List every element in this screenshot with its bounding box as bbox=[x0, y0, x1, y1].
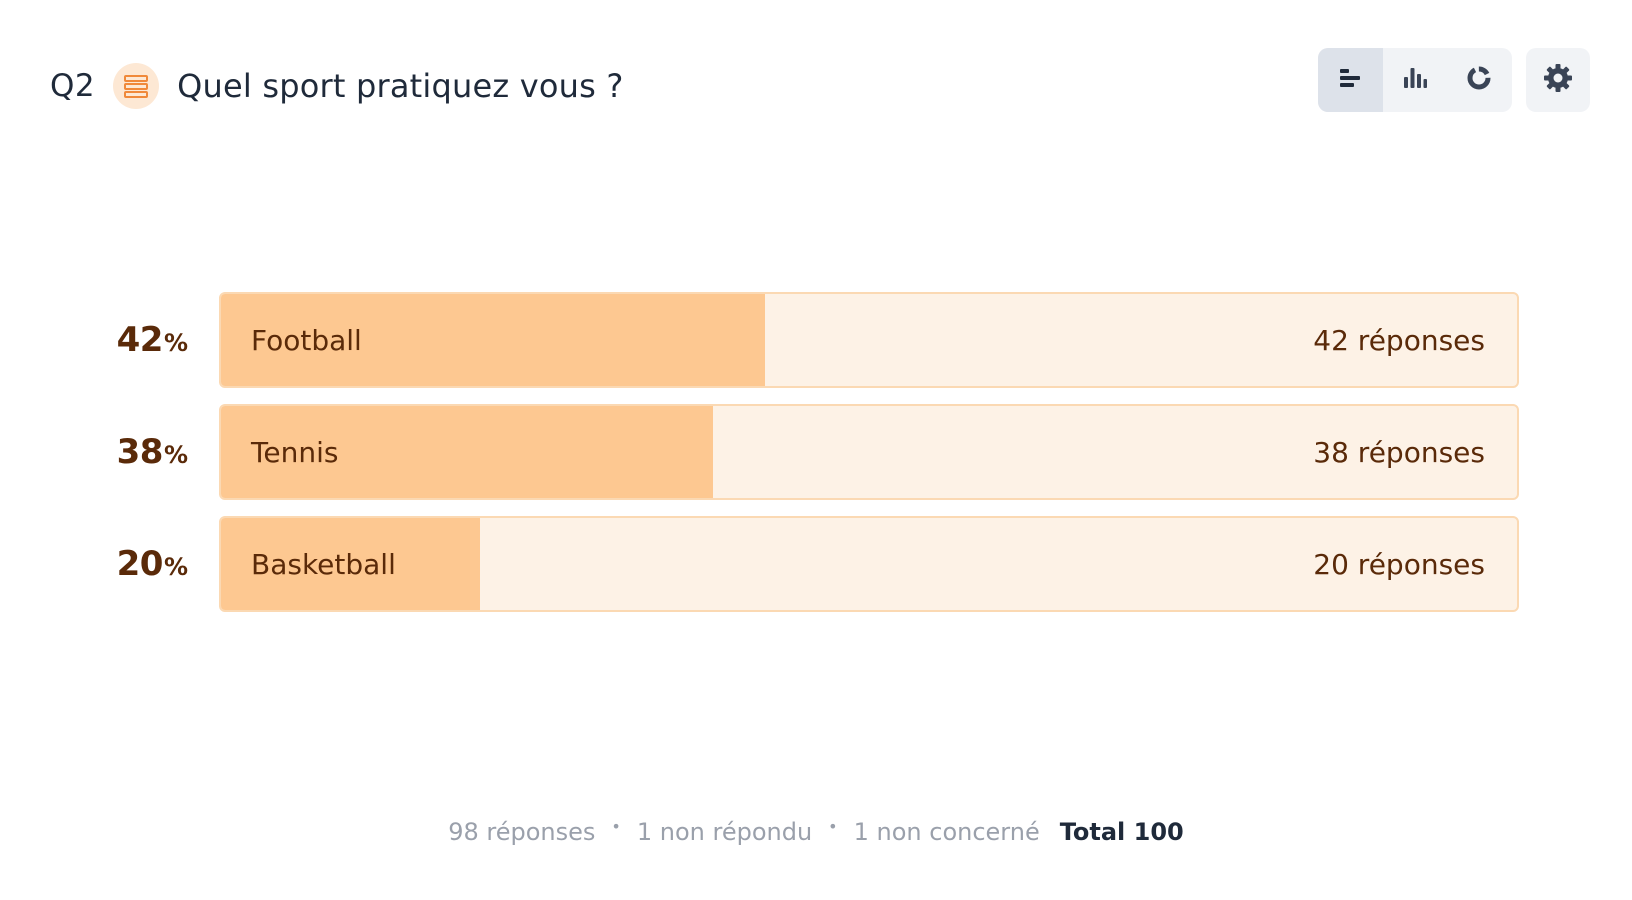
percent-symbol: % bbox=[163, 553, 188, 581]
answer-label: Basketball bbox=[251, 547, 396, 581]
percent-value: 20 bbox=[116, 544, 164, 584]
list-lines-icon bbox=[113, 63, 160, 109]
answer-bar[interactable]: Football 42 réponses bbox=[219, 292, 1519, 388]
answer-bar[interactable]: Tennis 38 réponses bbox=[219, 404, 1519, 500]
donut-view-button[interactable] bbox=[1447, 48, 1512, 112]
percent-value: 38 bbox=[116, 432, 164, 472]
vertical-bar-chart-icon bbox=[1402, 66, 1428, 94]
answer-bar-fill bbox=[221, 406, 714, 498]
answer-bar-fill bbox=[221, 518, 481, 610]
result-row-tennis: 38% Tennis 38 réponses bbox=[0, 404, 1632, 500]
unanswered-count: 1 non répondu bbox=[636, 818, 813, 846]
vertical-bar-view-button[interactable] bbox=[1383, 48, 1448, 112]
total-count: Total 100 bbox=[1059, 818, 1184, 846]
question-title: Quel sport pratiquez vous ? bbox=[177, 67, 624, 105]
answer-count: 38 réponses bbox=[1313, 435, 1485, 469]
answer-count: 42 réponses bbox=[1313, 323, 1485, 357]
percent-label: 20% bbox=[90, 516, 188, 612]
answer-bar[interactable]: Basketball 20 réponses bbox=[219, 516, 1519, 612]
horizontal-bar-chart-icon bbox=[1338, 66, 1362, 94]
percent-value: 42 bbox=[116, 320, 164, 360]
not-concerned-count: 1 non concerné bbox=[853, 818, 1040, 846]
donut-chart-icon bbox=[1465, 64, 1493, 96]
answer-label: Football bbox=[251, 323, 362, 357]
chart-type-toggle bbox=[1318, 48, 1512, 112]
percent-symbol: % bbox=[163, 329, 188, 357]
question-number: Q2 bbox=[50, 68, 96, 104]
result-row-football: 42% Football 42 réponses bbox=[0, 292, 1632, 388]
separator-dot: • bbox=[611, 816, 621, 836]
answer-bar-fill bbox=[221, 294, 766, 386]
result-row-basketball: 20% Basketball 20 réponses bbox=[0, 516, 1632, 612]
percent-label: 42% bbox=[90, 292, 188, 388]
responses-count: 98 réponses bbox=[448, 818, 596, 846]
horizontal-bar-view-button[interactable] bbox=[1318, 48, 1383, 112]
response-summary: 98 réponses • 1 non répondu • 1 non conc… bbox=[0, 812, 1632, 852]
settings-button[interactable] bbox=[1526, 48, 1590, 112]
answer-label: Tennis bbox=[251, 435, 339, 469]
answer-count: 20 réponses bbox=[1313, 547, 1485, 581]
question-header: Q2 Quel sport pratiquez vous ? bbox=[50, 58, 624, 114]
percent-symbol: % bbox=[163, 441, 188, 469]
gear-icon bbox=[1542, 62, 1574, 98]
separator-dot: • bbox=[828, 816, 838, 836]
percent-label: 38% bbox=[90, 404, 188, 500]
